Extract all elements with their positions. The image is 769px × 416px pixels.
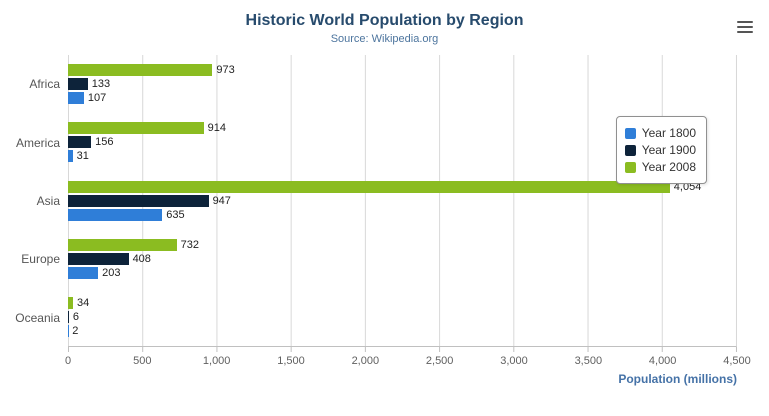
bar-group-oceania: 34 6 2 <box>68 288 736 346</box>
x-tick-label: 3,500 <box>574 355 603 367</box>
bar-row: 635 <box>68 208 736 221</box>
x-axis-tickmarks <box>68 347 737 352</box>
legend-label: Year 2008 <box>641 160 696 174</box>
bar-africa-year-2008[interactable] <box>68 64 213 77</box>
value-label: 914 <box>207 122 227 135</box>
legend-label: Year 1900 <box>641 143 696 157</box>
category-label-africa: Africa <box>29 77 60 92</box>
bar-row: 408 <box>68 252 736 265</box>
value-label: 6 <box>72 310 80 323</box>
chart-title: Historic World Population by Region <box>245 12 524 29</box>
value-label: 732 <box>180 238 200 251</box>
bar-africa-year-1800[interactable] <box>68 92 84 105</box>
bar-asia-year-1900[interactable] <box>68 194 209 207</box>
bar-asia-year-1800[interactable] <box>68 208 163 221</box>
bar-group-europe: 732 408 203 <box>68 230 736 288</box>
bar-row: 947 <box>68 194 736 207</box>
x-tick-label: 3,000 <box>500 355 528 367</box>
bar-row: 107 <box>68 92 736 105</box>
bar-group-africa: 973 133 107 <box>68 55 736 113</box>
category-label-america: America <box>15 135 60 150</box>
legend-swatch <box>624 144 636 156</box>
bar-row: 156 <box>68 136 736 149</box>
bar-america-year-1900[interactable] <box>68 136 92 149</box>
legend-item-year-2008[interactable]: Year 2008 <box>624 160 696 174</box>
hamburger-bar <box>737 31 753 33</box>
value-label: 635 <box>166 208 185 221</box>
bar-row: 973 <box>68 64 736 77</box>
value-label: 107 <box>87 92 107 105</box>
value-label: 203 <box>102 266 121 279</box>
x-tick-label: 500 <box>133 355 152 367</box>
bar-oceania-year-2008[interactable] <box>68 296 74 309</box>
bar-row: 133 <box>68 78 736 91</box>
x-tick-label: 1,500 <box>277 355 305 367</box>
x-tick-label: 2,500 <box>425 355 454 367</box>
x-axis-ticks: 0 500 1,000 1,500 2,000 2,500 3,000 3,500 4,000 4… <box>64 352 751 370</box>
value-label: 2 <box>72 324 79 337</box>
legend: Year 1800 Year 1900 Year 2008 <box>615 116 707 184</box>
hamburger-bar <box>737 26 753 28</box>
bar-row: 34 <box>68 296 736 309</box>
x-tick-label: 0 <box>64 355 72 367</box>
hamburger-menu-icon[interactable] <box>737 18 753 36</box>
bar-row: 6 <box>68 310 736 323</box>
category-label-europe: Europe <box>21 252 60 267</box>
bar-group-america: 914 156 31 <box>68 113 736 171</box>
bar-row: 732 <box>68 238 736 251</box>
bar-europe-year-1800[interactable] <box>68 266 99 279</box>
value-label: 34 <box>77 296 90 309</box>
value-label: 133 <box>91 78 111 91</box>
bar-europe-year-2008[interactable] <box>68 238 177 251</box>
bar-row: 31 <box>68 150 736 163</box>
value-label: 947 <box>212 194 231 207</box>
category-axis: Africa America Asia Europe Oceania <box>6 55 68 347</box>
category-label-oceania: Oceania <box>15 310 60 325</box>
bar-america-year-1800[interactable] <box>68 150 73 163</box>
x-tick-label: 4,500 <box>723 355 751 367</box>
legend-item-year-1800[interactable]: Year 1800 <box>624 126 696 140</box>
value-label: 31 <box>76 150 89 163</box>
legend-label: Year 1800 <box>641 126 696 140</box>
bar-row: 2 <box>68 324 736 337</box>
bar-africa-year-1900[interactable] <box>68 78 88 91</box>
bar-asia-year-2008[interactable] <box>68 180 670 193</box>
bar-europe-year-1900[interactable] <box>68 252 129 265</box>
x-tick-label: 2,000 <box>351 355 380 367</box>
value-label: 973 <box>216 64 235 77</box>
bar-oceania-year-1900[interactable] <box>68 310 69 323</box>
plot-area: 973 133 107 914 156 31 4,054 947 635 732 408 203 34 6… <box>68 55 737 347</box>
chart-body: Africa America Asia Europe Oceania 973 133 107… <box>6 55 737 347</box>
legend-swatch <box>624 161 636 173</box>
value-label: 408 <box>132 252 151 265</box>
category-label-asia: Asia <box>36 194 60 209</box>
x-tick-label: 4,000 <box>648 355 677 367</box>
legend-swatch <box>624 127 636 139</box>
chart-subtitle: Source: Wikipedia.org <box>330 33 439 45</box>
legend-item-year-1900[interactable]: Year 1900 <box>624 143 696 157</box>
bar-america-year-2008[interactable] <box>68 122 204 135</box>
hamburger-bar <box>737 21 753 23</box>
x-axis-title: Population (millions) <box>618 372 737 386</box>
bar-row: 914 <box>68 122 736 135</box>
value-label: 156 <box>95 136 114 149</box>
bar-row: 203 <box>68 266 736 279</box>
x-tick-label: 1,000 <box>202 355 231 367</box>
